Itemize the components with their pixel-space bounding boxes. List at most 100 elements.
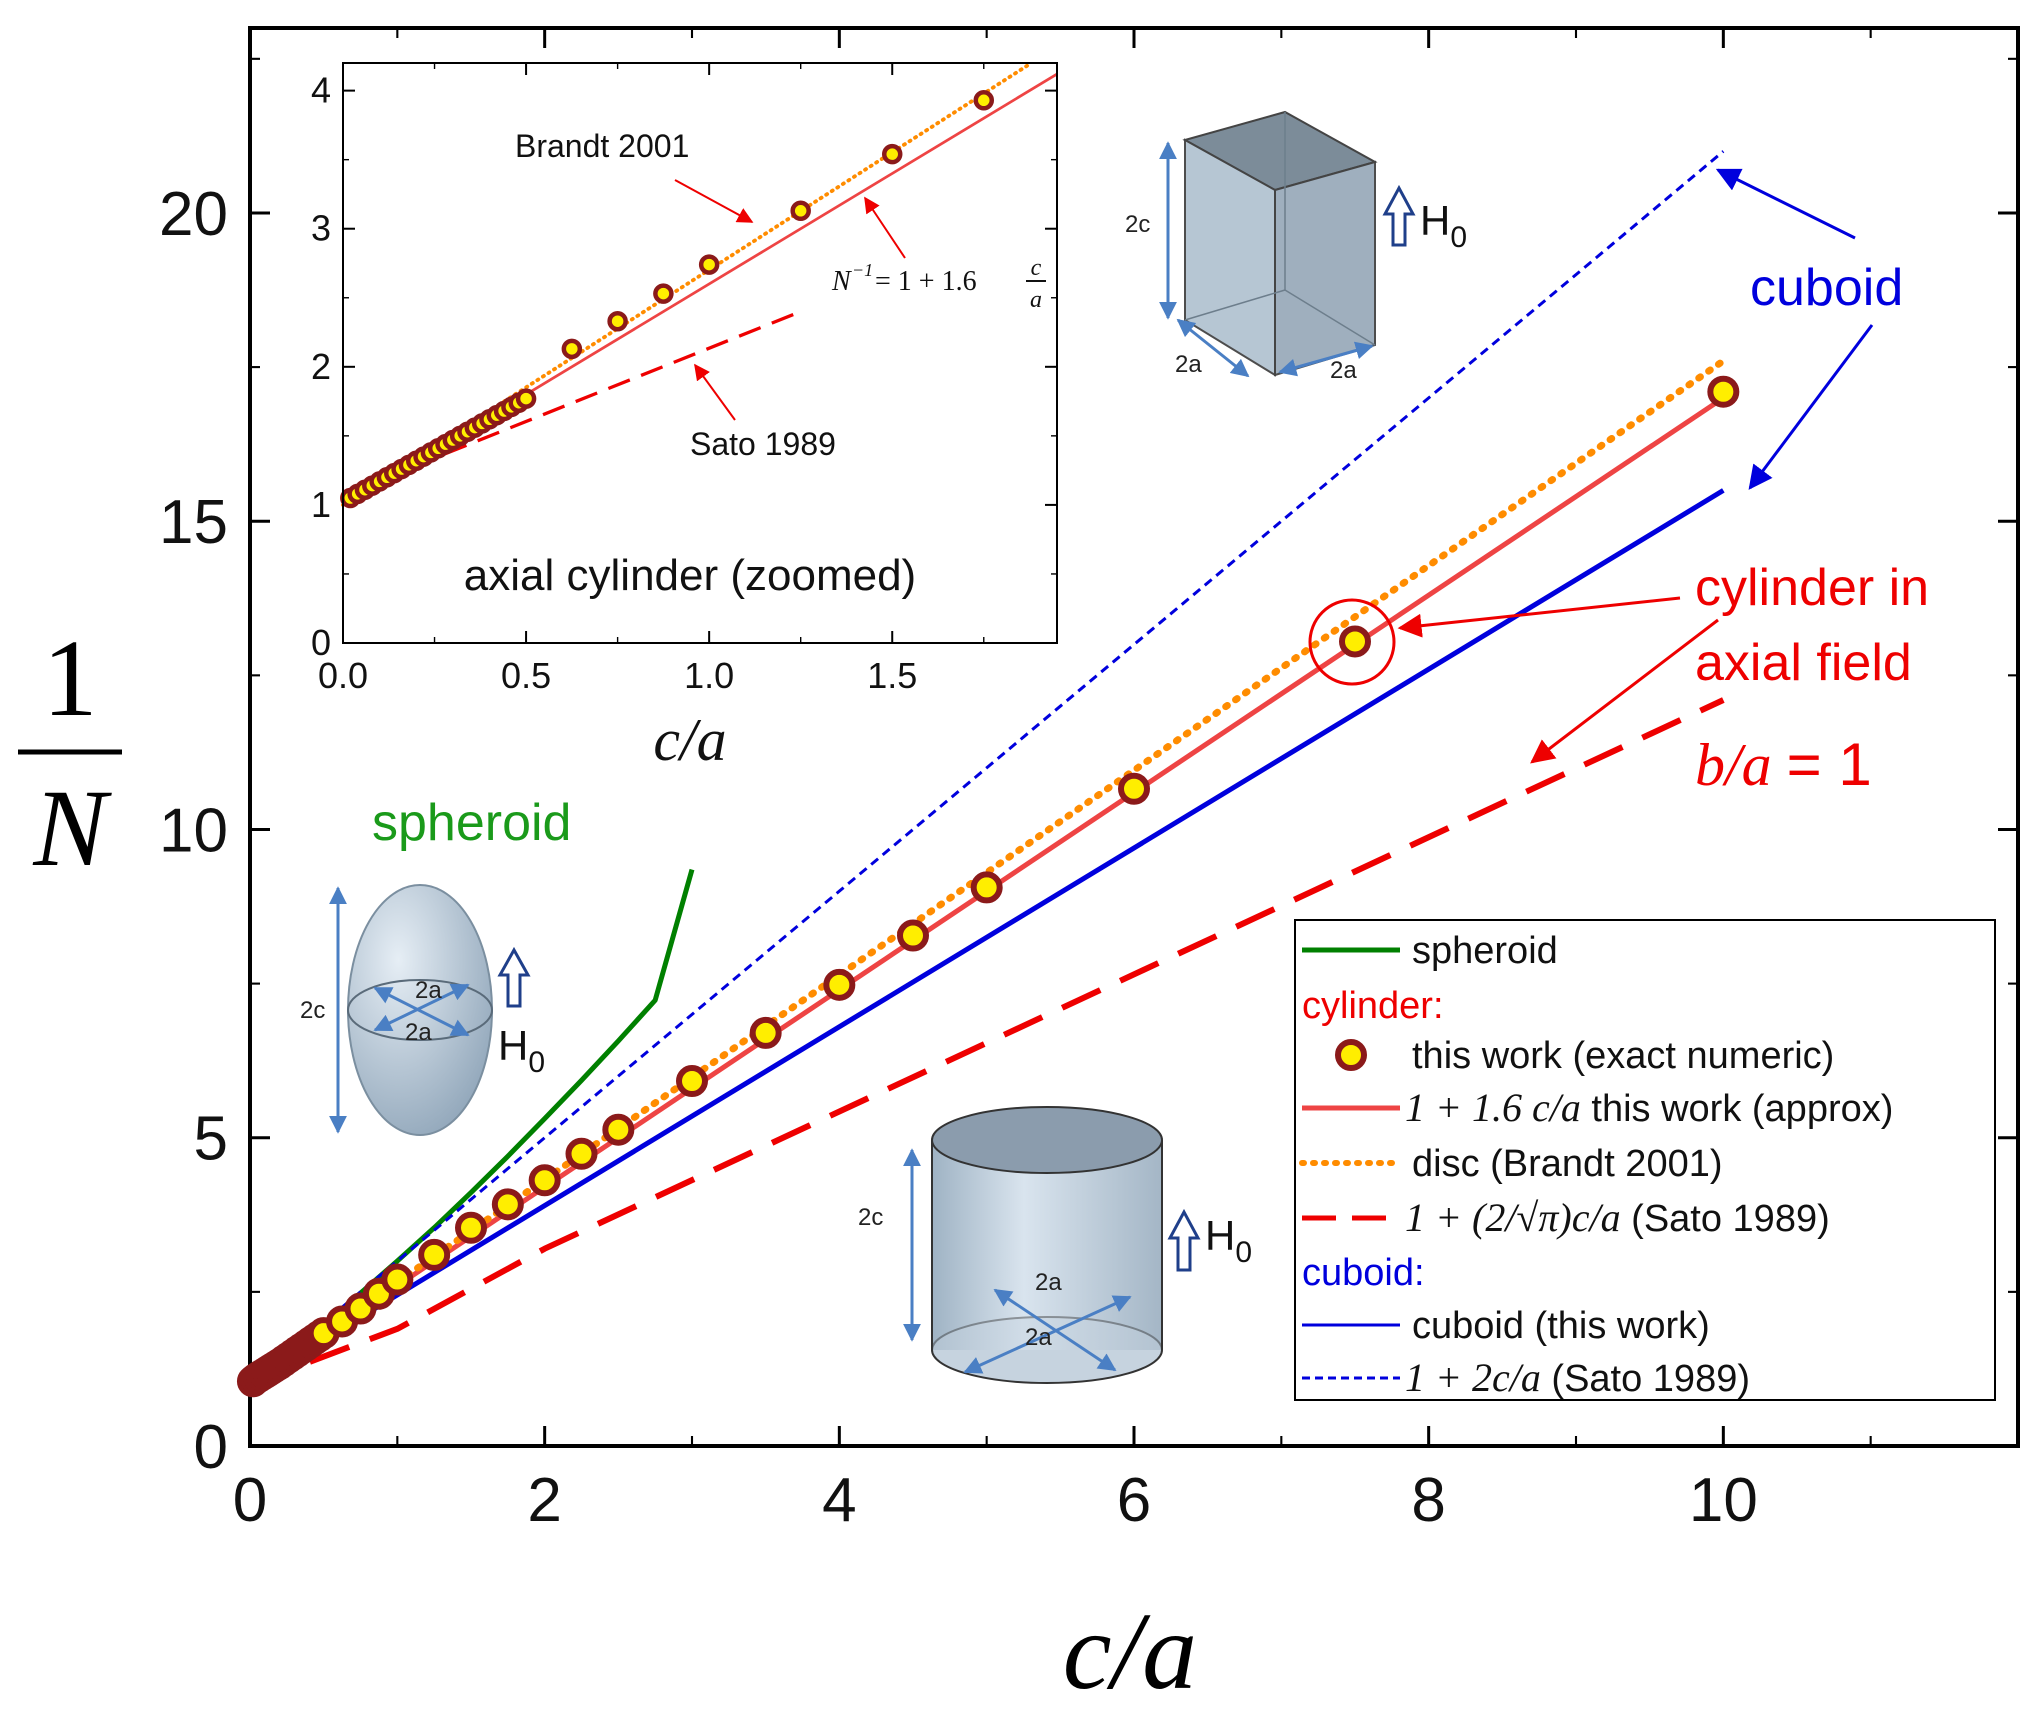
inset-sato-label: Sato 1989 [690,426,836,462]
main-series-1-2c-a-sato-1989 [249,150,1725,1386]
highlight-circle [1308,598,1396,686]
main-ytick-label: 0 [194,1413,228,1482]
cuboid-2a-label-2: 2a [1330,357,1357,384]
cylinder-2a-label-1: 2a [1035,1269,1062,1296]
main-point-this-work-exact-numeric [1707,375,1740,408]
main-series-cuboid-this-work [248,488,1725,1387]
cylinder-top [931,1106,1163,1174]
inset-xtick-label: 0.5 [501,655,551,696]
main-ytick-label: 15 [159,488,228,557]
y-axis-label-denominator: N [32,767,112,889]
legend-label-cuboid: cuboid (this work) [1412,1305,1710,1347]
cuboid-2a-arrow-2 [1278,341,1374,377]
legend-label-approx-math: 1 + 1.6 c/a [1405,1085,1581,1130]
inset-title: axial cylinder (zoomed) [464,551,916,600]
main-point-this-work-exact-numeric [381,1263,414,1296]
inset-xtick-label: 1.0 [684,655,734,696]
inset-ytick-label: 3 [311,208,331,249]
cuboid-2c-label: 2c [1125,211,1150,238]
inset-series-brandt-2001 [341,61,1034,507]
legend-label-sato-cub-text: (Sato 1989) [1541,1358,1750,1400]
legend-header-cylinder: cylinder: [1302,985,1444,1027]
ba-annotation-math: b/a [1695,732,1772,798]
spheroid-2a-label-1: 2a [415,977,442,1004]
main-ytick-label: 5 [194,1105,228,1174]
cylinder-annotation-line1: cylinder in [1695,559,1929,617]
inset-background [340,63,1060,643]
inset-point-exact-numeric [790,200,811,222]
inset-x-axis-label: c/a [653,707,726,773]
spheroid-annotation: spheroid [372,794,571,852]
inset-plot: 0.0 0.5 1.0 1.5 0 1 2 3 4 axial cylinder (zoomed… [311,61,1060,773]
legend-header-cuboid: cuboid: [1302,1252,1425,1294]
spheroid-2a-label-2: 2a [405,1019,432,1046]
inset-point-exact-numeric [515,388,537,409]
spheroid-equator [347,979,493,1041]
ba-annotation: b/a = 1 [1695,731,1872,798]
spheroid-field-label: H0 [498,1022,545,1079]
cylinder-field-arrow-icon [1167,1208,1201,1272]
inset-ytick-label: 2 [311,346,331,387]
spheroid-field-arrow-icon [497,946,531,1008]
main-point-this-work-exact-numeric [602,1113,635,1146]
main-xtick-label: 0 [233,1466,267,1535]
legend-label-sato-cyl: 1 + (2/√π)c/a (Sato 1989) [1405,1195,1830,1240]
legend-swatch-exact [1335,1039,1367,1071]
main-xtick-label: 4 [822,1466,856,1535]
cylinder-2a-arrow-2 [993,1288,1117,1372]
inset-frame [342,62,1058,644]
inset-formula-num: c [1031,255,1042,281]
cylinder-arrow-lower [1530,618,1719,764]
legend-label-sato-cub-math: 1 + 2c/a [1405,1355,1541,1400]
cuboid-hidden-edge-2 [1184,289,1286,321]
cylinder-field-label: H0 [1205,1212,1252,1269]
inset-ytick-label: 1 [311,484,331,525]
legend-label-sato-cub: 1 + 2c/a (Sato 1989) [1405,1355,1750,1400]
inset-formula-rhs: = 1 + 1.6 [875,266,977,297]
main-ytick-label: 20 [159,180,228,249]
cylinder-diagram: 2c 2a 2a H0 [858,1106,1252,1384]
legend-label-sato-cyl-text: (Sato 1989) [1621,1198,1830,1240]
cuboid-side-face [1274,160,1376,377]
x-axis-label: c/a [1063,1590,1197,1712]
main-point-this-work-exact-numeric [749,1016,782,1049]
legend-label-approx-text: this work (approx) [1581,1088,1894,1130]
inset-xtick-label: 1.5 [867,655,917,696]
main-point-this-work-exact-numeric [897,919,929,952]
inset-brandt-label: Brandt 2001 [515,128,689,164]
inset-point-exact-numeric [881,143,903,165]
inset-xtick-label: 0.0 [318,655,368,696]
inset-ytick-label: 4 [311,70,331,111]
inset-formula-exp: −1 [852,260,873,280]
legend-box [1294,919,1996,1401]
legend-label-spheroid: spheroid [1412,930,1558,972]
main-xtick-label: 8 [1411,1466,1445,1535]
cuboid-2a-label-1: 2a [1175,351,1202,378]
main-point-this-work-exact-numeric [1339,625,1371,658]
main-ytick-label: 10 [159,796,228,865]
y-axis-label: 1 N [18,617,122,889]
inset-sato-arrow [694,363,736,421]
spheroid-diagram: 2c 2a 2a H0 [300,884,545,1136]
main-point-this-work-exact-numeric [565,1137,598,1170]
cylinder-arrow-upper [1397,596,1681,638]
main-point-this-work-exact-numeric [491,1188,524,1221]
inset-formula-lhs: N [831,266,852,297]
cuboid-field-arrow-icon [1382,184,1416,247]
cuboid-hidden-edge-3 [1284,289,1376,346]
main-point-this-work-exact-numeric [676,1065,708,1098]
inset-formula-arrow [864,196,906,259]
inset-formula-den: a [1030,287,1042,313]
main-point-this-work-exact-numeric [528,1164,561,1197]
inset-ticks: 0.0 0.5 1.0 1.5 0 1 2 3 4 [311,63,1057,696]
main-point-this-work-exact-numeric [970,871,1003,904]
inset-ytick-label: 0 [311,622,331,663]
spheroid-2a-arrow-2 [373,986,470,1037]
main-xtick-label: 2 [527,1466,561,1535]
main-markers [236,375,1740,1398]
spheroid-2c-label: 2c [300,997,325,1024]
inset-point-exact-numeric [607,310,628,332]
